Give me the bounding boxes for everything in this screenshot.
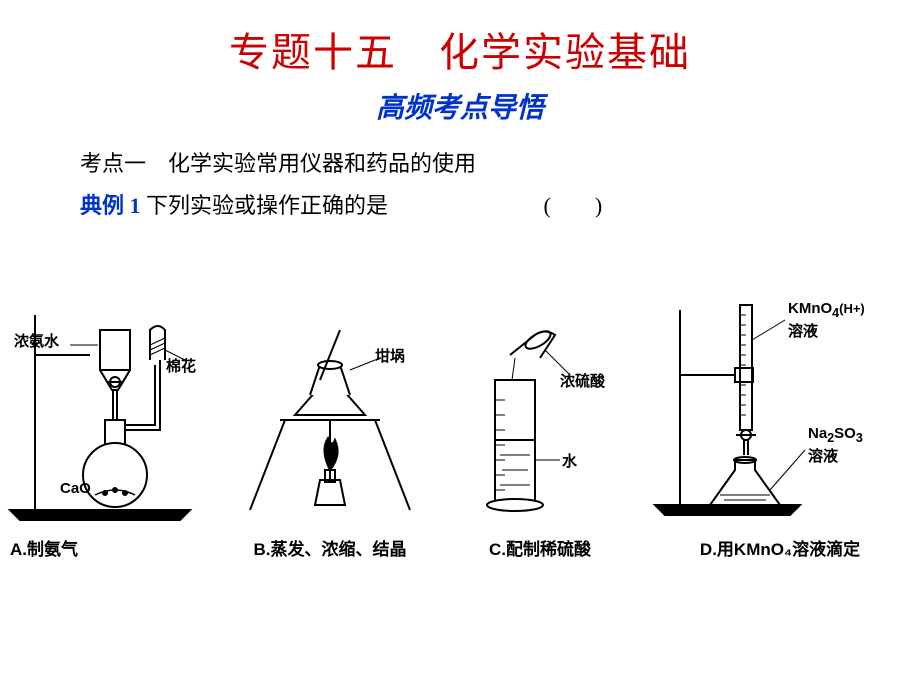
figA-label-cao: CaO <box>60 480 91 497</box>
example-line: 典例 1 下列实验或操作正确的是 ( ) <box>80 188 920 220</box>
topic-line: 考点一 化学实验常用仪器和药品的使用 <box>80 146 920 178</box>
figures-row: 浓氨水 棉花 CaO A.制氨气 <box>0 300 920 580</box>
figure-b: 坩埚 B.蒸发、浓缩、结晶 <box>220 300 440 560</box>
figure-b-svg <box>220 300 440 530</box>
answer-paren: ( ) <box>544 188 603 220</box>
example-label: 典例 1 <box>80 193 141 218</box>
figD-label-na2so3: Na2SO3 溶液 <box>808 425 863 466</box>
figD-label-kmno4: KMnO4(H+) 溶液 <box>788 300 865 341</box>
figure-c: 浓硫酸 水 C.配制稀硫酸 <box>440 300 640 560</box>
figA-label-cotton: 棉花 <box>166 355 196 376</box>
figure-c-svg <box>440 300 640 530</box>
figA-caption: A.制氨气 <box>0 535 230 560</box>
figC-label-acid: 浓硫酸 <box>560 370 605 391</box>
figB-caption: B.蒸发、浓缩、结晶 <box>220 535 440 560</box>
figC-caption: C.配制稀硫酸 <box>440 535 640 560</box>
figure-d-svg <box>640 300 920 530</box>
figA-label-ammonia: 浓氨水 <box>14 330 59 351</box>
figure-a: 浓氨水 棉花 CaO A.制氨气 <box>0 300 220 560</box>
figure-d: KMnO4(H+) 溶液 Na2SO3 溶液 D.用KMnO₄溶液滴定 <box>640 300 920 560</box>
page-title: 专题十五 化学实验基础 <box>0 0 920 78</box>
figC-label-water: 水 <box>562 450 577 471</box>
question-text: 下列实验或操作正确的是 <box>146 193 388 218</box>
figB-label-crucible: 坩埚 <box>375 345 405 366</box>
page-subtitle: 高频考点导悟 <box>0 86 920 126</box>
figD-caption: D.用KMnO₄溶液滴定 <box>640 535 920 560</box>
